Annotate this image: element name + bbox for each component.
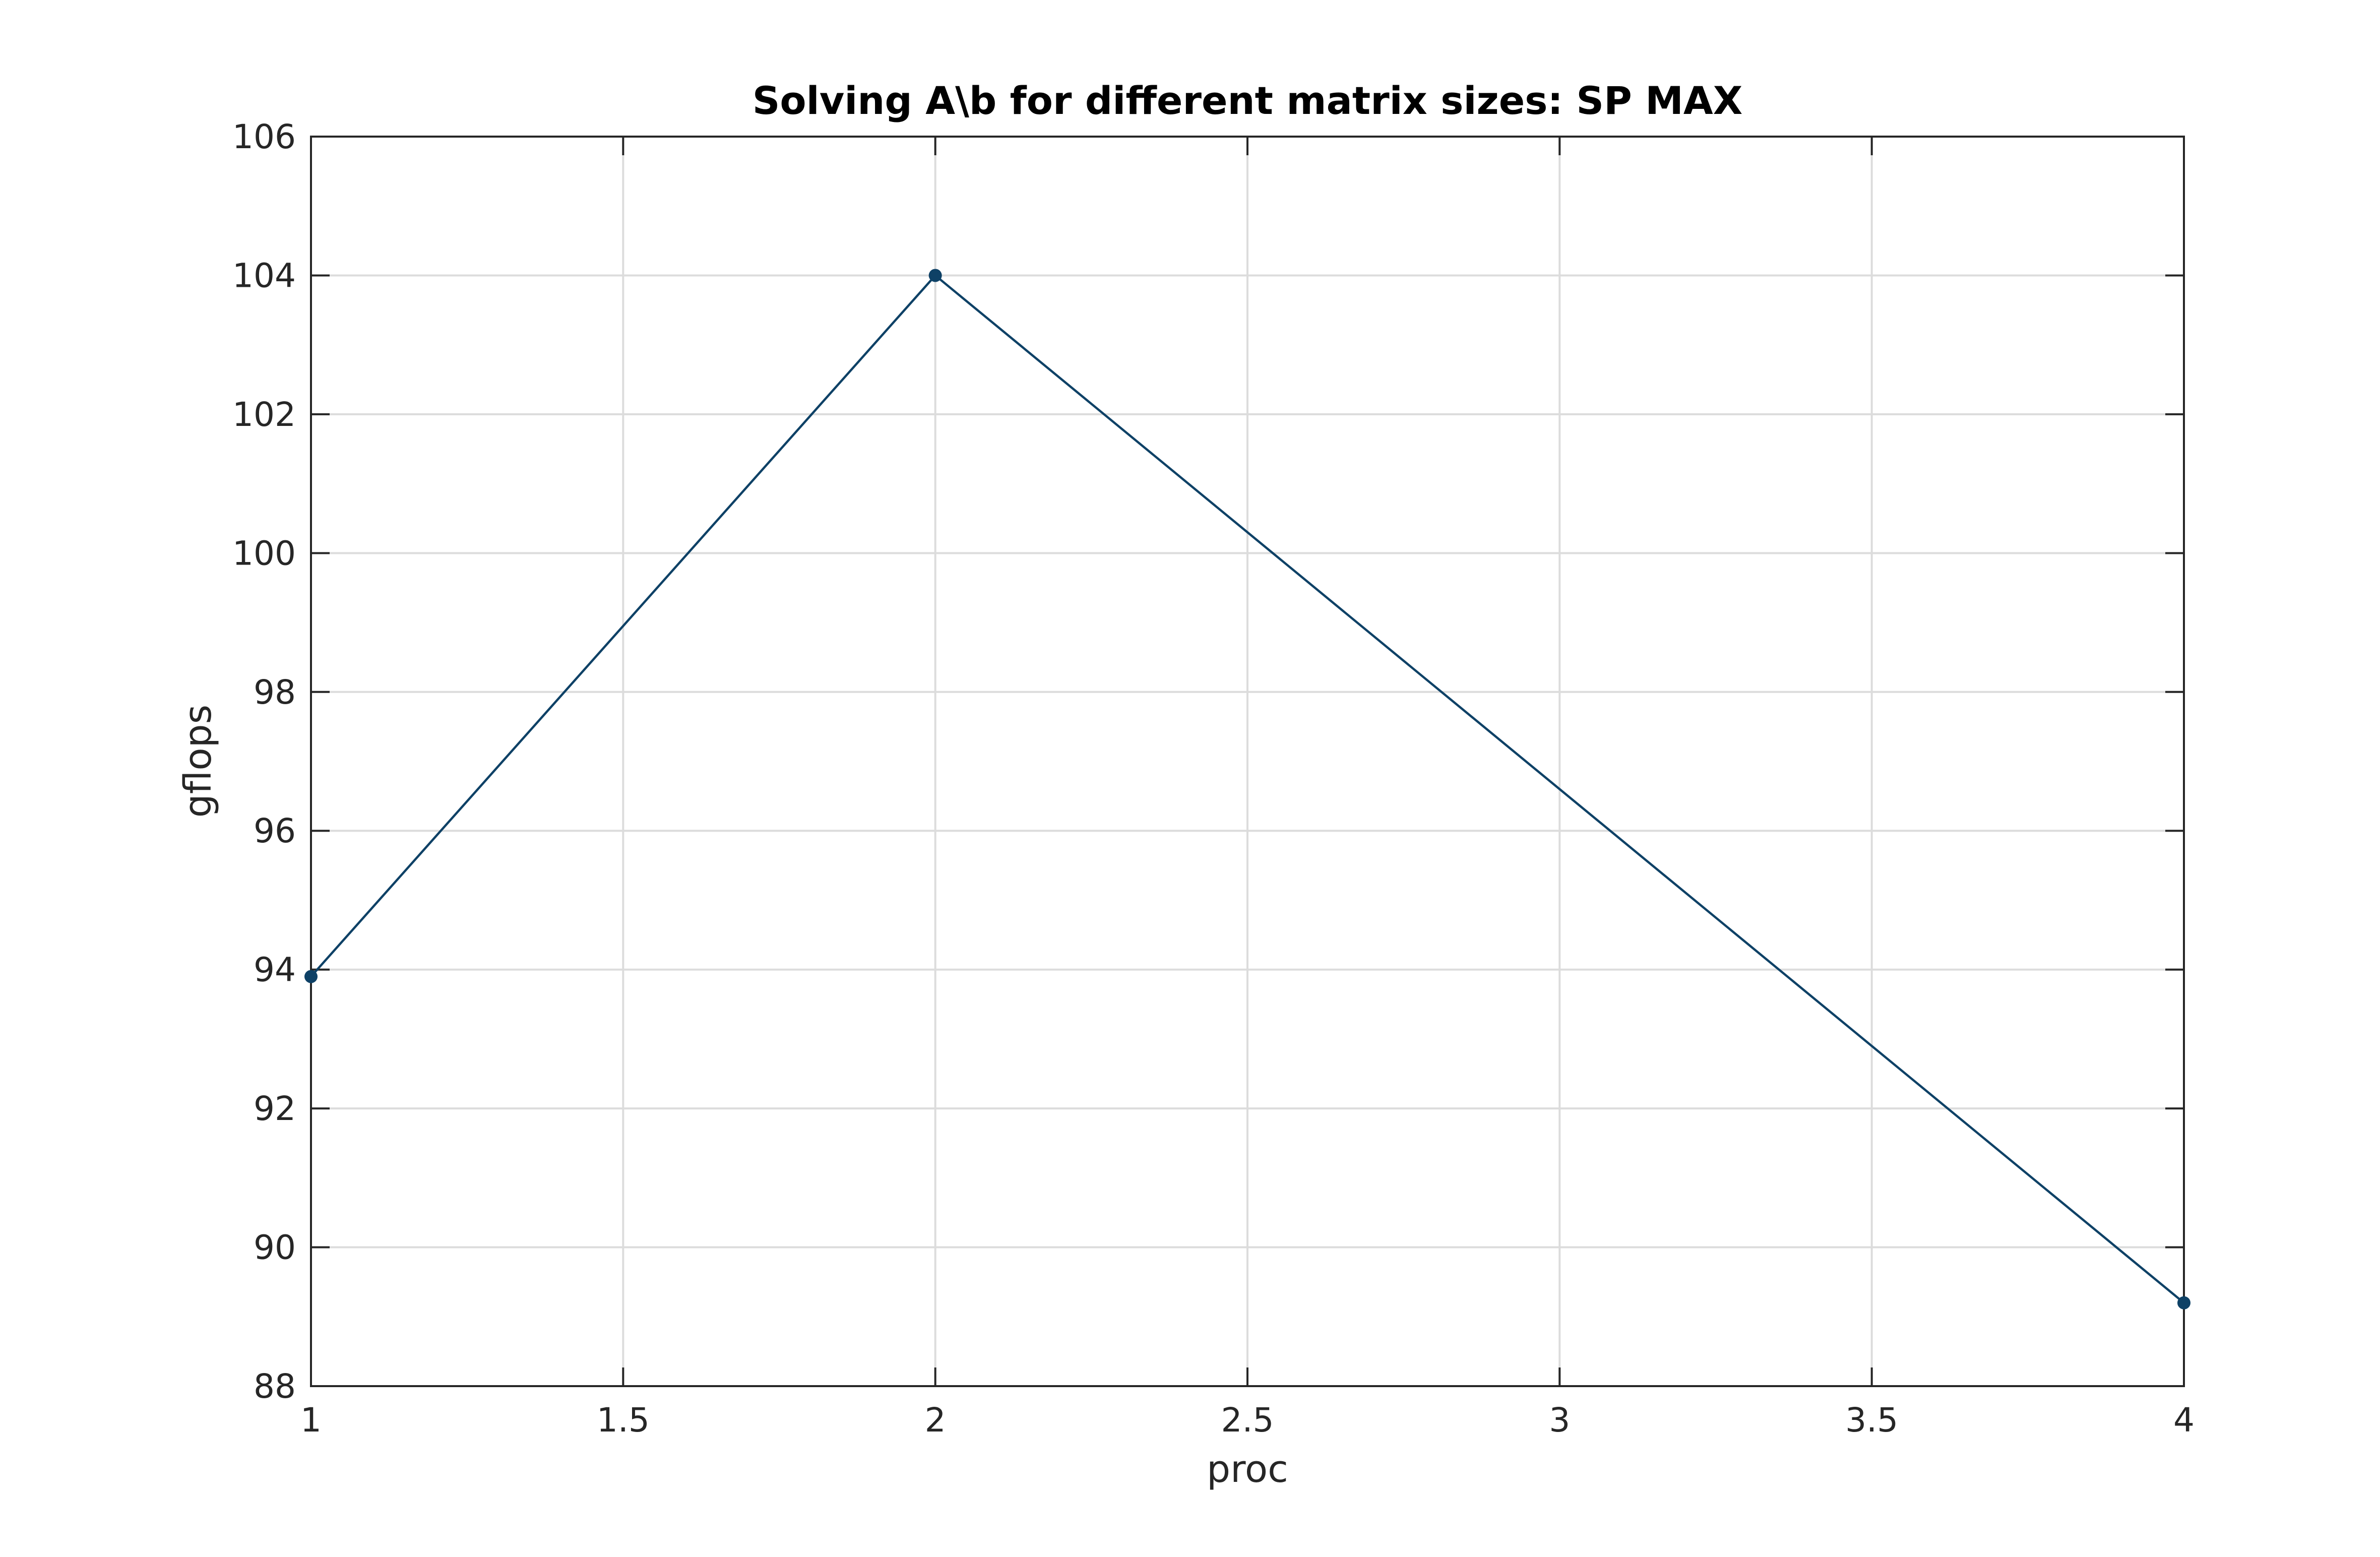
y-tick-labels: 88 90 92 94 96 98 100 102 104 106 xyxy=(232,117,296,1406)
x-tick-label: 4 xyxy=(2173,1401,2195,1440)
y-tick-label: 102 xyxy=(232,395,296,434)
series xyxy=(304,269,2190,1310)
y-tick-label: 106 xyxy=(232,117,296,156)
data-point xyxy=(2177,1296,2190,1310)
y-tick-label: 98 xyxy=(254,673,296,712)
x-tick-label: 1.5 xyxy=(597,1401,650,1440)
chart-title: Solving A\b for different matrix sizes: … xyxy=(753,78,1743,123)
x-tick-label: 3 xyxy=(1549,1401,1570,1440)
y-tick-label: 100 xyxy=(232,534,296,573)
y-tick-label: 94 xyxy=(254,951,296,989)
grid xyxy=(311,137,2184,1386)
y-axis-label: gflops xyxy=(176,705,220,818)
y-tick-label: 104 xyxy=(232,256,296,295)
x-tick-label: 1 xyxy=(300,1401,322,1440)
data-point xyxy=(304,970,318,983)
x-tick-label: 2.5 xyxy=(1221,1401,1274,1440)
x-tick-label: 2 xyxy=(925,1401,946,1440)
y-tick-label: 96 xyxy=(254,812,296,850)
y-tick-label: 88 xyxy=(254,1367,296,1406)
y-tick-label: 90 xyxy=(254,1228,296,1267)
y-tick-label: 92 xyxy=(254,1089,296,1128)
x-axis-label: proc xyxy=(1207,1448,1288,1491)
axes-frame xyxy=(310,136,2185,1387)
data-point xyxy=(928,269,942,282)
x-tick-label: 3.5 xyxy=(1845,1401,1898,1440)
x-tick-labels: 1 1.5 2 2.5 3 3.5 4 xyxy=(300,1401,2195,1440)
